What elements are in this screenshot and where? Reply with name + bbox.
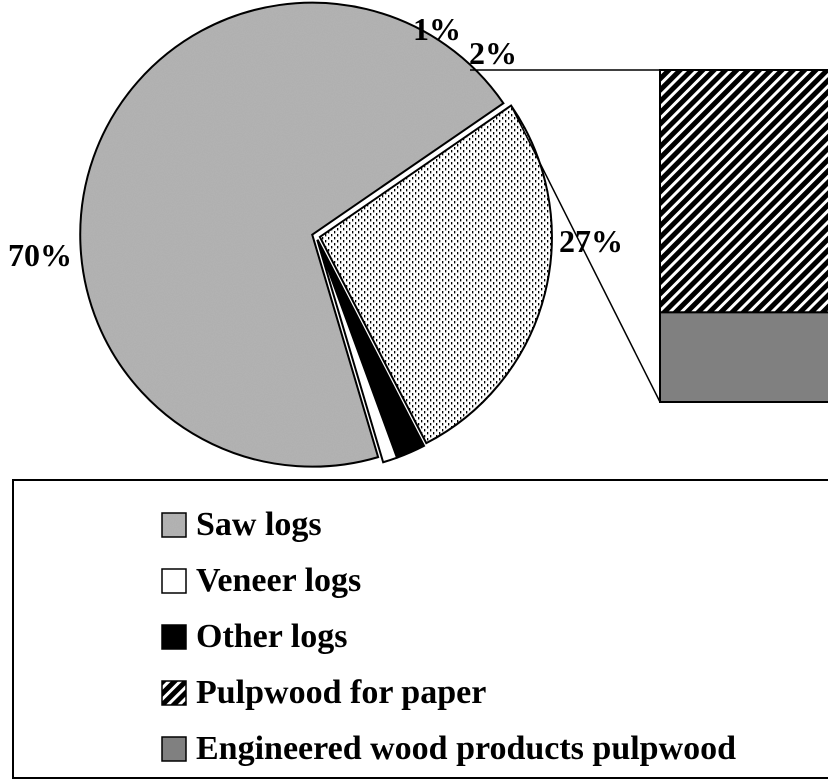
data-label-other-logs: 2% [469, 35, 517, 71]
legend-item-pulpwood-for-paper: Pulpwood for paper [161, 665, 736, 721]
pie-slice-saw-logs [79, 1, 505, 468]
legend-item-other-logs: Other logs [161, 609, 736, 665]
pie-of-bar-chart: 70% 1%2% 27% [8, 1, 828, 468]
legend-swatch-engineered-wood-products-pulpwood [161, 736, 187, 762]
data-label-saw-logs: 70% [8, 237, 72, 273]
bar-segment-pulpwood-for-paper [659, 69, 828, 314]
legend: Saw logs Veneer logs Other logs Pulpwood fo… [12, 479, 828, 779]
connector-line-bottom [510, 105, 661, 403]
legend-label: Other logs [196, 618, 348, 655]
legend-list: Saw logs Veneer logs Other logs Pulpwood fo… [161, 497, 736, 777]
legend-item-engineered-wood-products-pulpwood: Engineered wood products pulpwood [161, 721, 736, 777]
legend-swatch-saw-logs [161, 512, 187, 538]
legend-label: Saw logs [196, 506, 322, 543]
legend-swatch-veneer-logs [161, 568, 187, 594]
pie-slice-other-logs [316, 239, 426, 459]
legend-label: Veneer logs [196, 562, 362, 599]
data-label-veneer-logs: 1% [413, 11, 461, 47]
legend-swatch-other-logs [161, 624, 187, 650]
pie-slice-pulpwood [318, 104, 553, 445]
legend-item-saw-logs: Saw logs [161, 497, 736, 553]
legend-label: Engineered wood products pulpwood [196, 730, 737, 767]
legend-item-veneer-logs: Veneer logs [161, 553, 736, 609]
legend-label: Pulpwood for paper [196, 674, 487, 711]
legend-swatch-pulpwood-for-paper [161, 680, 187, 706]
data-label-pulpwood: 27% [559, 223, 623, 259]
bar-segment-engineered-wood-products-pulpwood [659, 311, 828, 403]
